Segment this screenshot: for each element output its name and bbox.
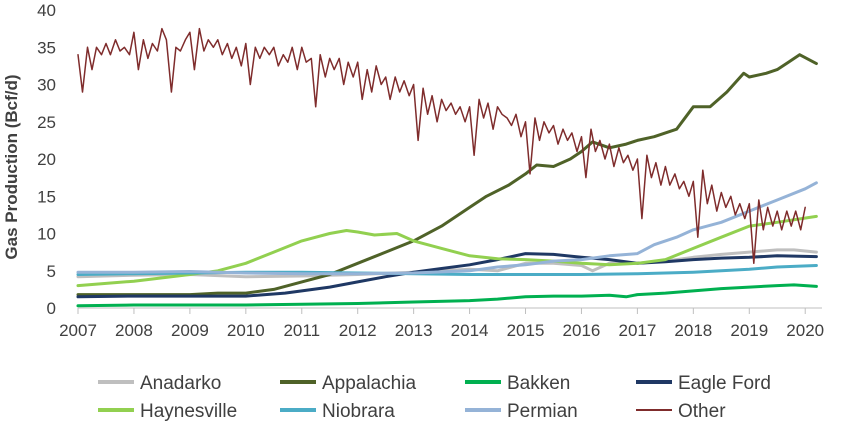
axes: 0 5 10 15 20 25 30 35 40 2007 2008 2009 2010 2011 2012… — [2, 1, 824, 340]
x-tick-label: 2010 — [227, 321, 265, 340]
x-tick-label: 2020 — [786, 321, 824, 340]
legend-label-permian: Permian — [507, 401, 578, 422]
series-line-bakken — [76, 283, 818, 308]
series-line-haynesville — [76, 214, 818, 288]
y-tick-label: 25 — [37, 113, 56, 132]
series-line-appalachia — [76, 53, 818, 297]
y-tick-label: 20 — [37, 150, 56, 169]
y-tick-label: 30 — [37, 76, 56, 95]
y-tick-label: 40 — [37, 1, 56, 20]
legend-label-eagle-ford: Eagle Ford — [678, 373, 771, 394]
x-tick-label: 2015 — [507, 321, 545, 340]
series-line-anadarko — [76, 248, 818, 279]
x-tick-label: 2008 — [115, 321, 153, 340]
x-tick-label: 2011 — [283, 321, 320, 340]
x-tick-label: 2016 — [563, 321, 601, 340]
series-line-eagle-ford — [76, 252, 818, 299]
x-tick-label: 2012 — [339, 321, 377, 340]
x-tick-label: 2018 — [674, 321, 712, 340]
y-tick-label: 15 — [37, 187, 56, 206]
series-line-other — [77, 27, 806, 265]
y-tick-label: 35 — [37, 38, 56, 57]
x-tick-label: 2019 — [730, 321, 768, 340]
legend-label-appalachia: Appalachia — [322, 373, 416, 394]
legend-label-other: Other — [678, 401, 726, 422]
x-tick-label: 2013 — [395, 321, 433, 340]
x-tick-label: 2017 — [618, 321, 656, 340]
y-tick-label: 5 — [47, 262, 56, 281]
y-tick-label: 0 — [47, 299, 56, 318]
legend-label-haynesville: Haynesville — [140, 401, 237, 422]
x-tick-label: 2014 — [451, 321, 489, 340]
series-line-permian — [76, 181, 818, 276]
x-tick-label: 2009 — [171, 321, 209, 340]
legend: Anadarko Appalachia Bakken Eagle Ford Haynes… — [98, 373, 771, 422]
series-layer — [76, 27, 818, 308]
y-tick-label: 10 — [37, 225, 56, 244]
legend-label-anadarko: Anadarko — [140, 373, 221, 394]
legend-label-niobrara: Niobrara — [322, 401, 395, 422]
y-axis-title: Gas Production (Bcf/d) — [2, 74, 21, 259]
legend-label-bakken: Bakken — [507, 373, 570, 394]
x-tick-label: 2007 — [59, 321, 97, 340]
